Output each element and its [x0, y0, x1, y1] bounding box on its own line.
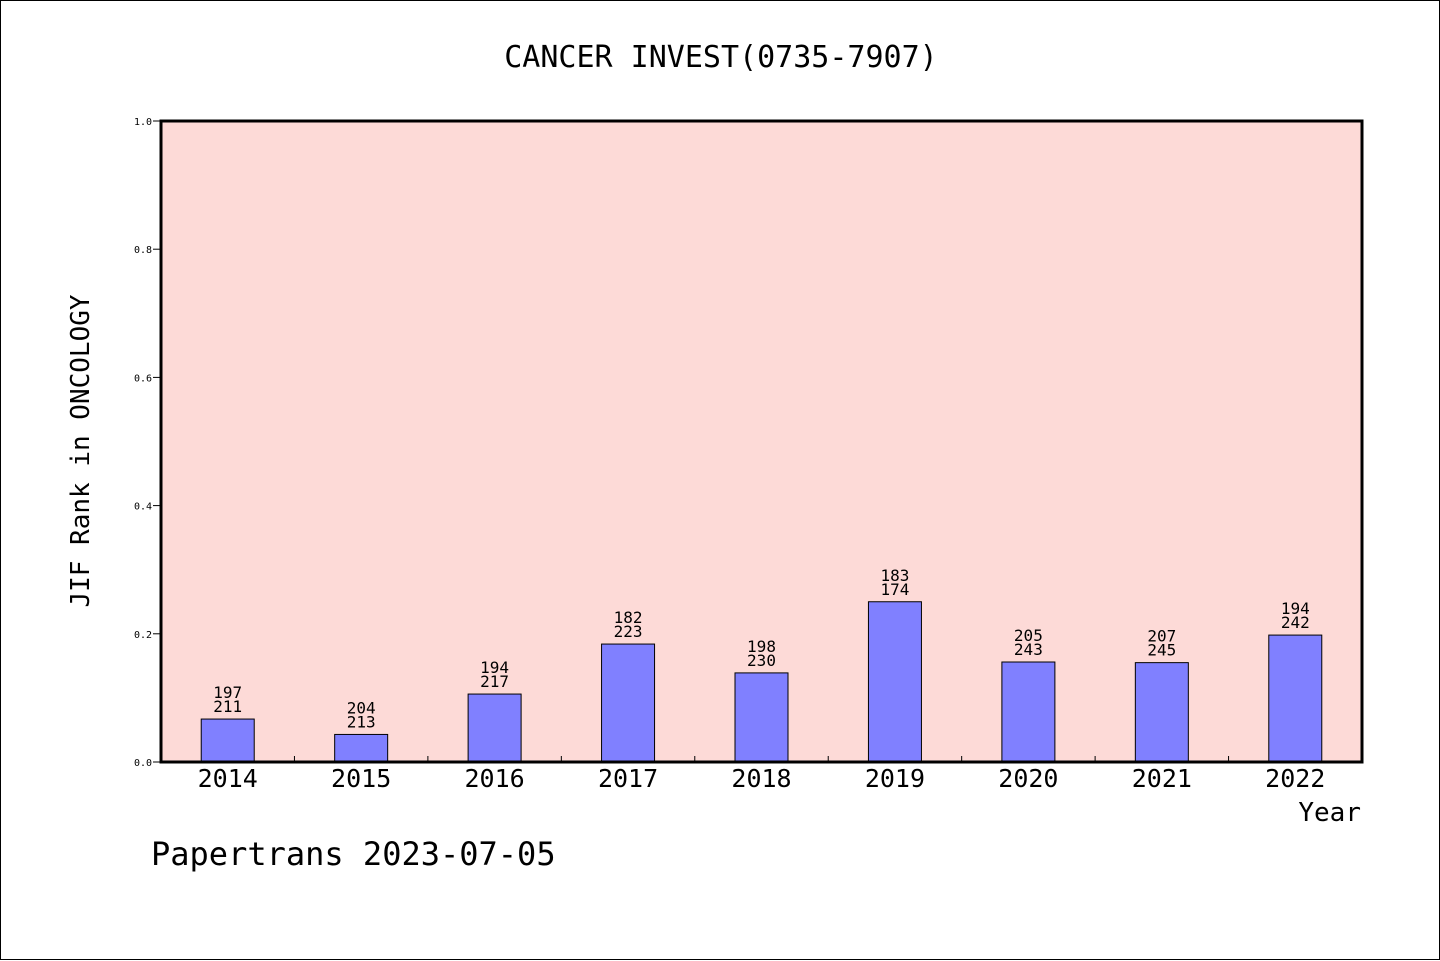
x-tick-label: 2020: [998, 764, 1058, 793]
bar-annotation-bottom: 174: [880, 580, 909, 599]
x-tick-label: 2014: [198, 764, 258, 793]
bar-2020: [1001, 661, 1056, 763]
bar-annotation-top: 182: [614, 608, 643, 627]
bar-2018: [734, 672, 789, 763]
bar-2015: [334, 733, 389, 763]
plot-border: [159, 119, 1364, 764]
x-tick-label: 2017: [598, 764, 658, 793]
x-tick-label: 2015: [331, 764, 391, 793]
bar-2022: [1268, 634, 1323, 763]
bar-annotation-top: 205: [1014, 626, 1043, 645]
bar-annotation-bottom: 217: [480, 672, 509, 691]
bar-annotation-bottom: 243: [1014, 640, 1043, 659]
credit-footer: Papertrans 2023-07-05: [151, 835, 556, 873]
bar-annotation-top: 204: [347, 698, 376, 717]
bar-annotation-top: 194: [480, 658, 509, 677]
bar-annotation-bottom: 242: [1281, 613, 1310, 632]
bar-2014: [200, 718, 255, 763]
bar-annotation-bottom: 230: [747, 651, 776, 670]
y-tick-label: 0.8: [134, 245, 152, 256]
bar-annotation-top: 198: [747, 637, 776, 656]
x-tick-label: 2021: [1132, 764, 1192, 793]
chart-title: CANCER INVEST(0735-7907): [504, 40, 937, 75]
bar-2016: [467, 693, 522, 763]
bar-annotation-top: 207: [1147, 627, 1176, 646]
y-axis-label: JIF Rank in ONCOLOGY: [66, 294, 96, 607]
x-tick-label: 2022: [1265, 764, 1325, 793]
y-tick-label: 1.0: [134, 117, 152, 128]
bar-annotation-top: 197: [213, 683, 242, 702]
bar-annotation-bottom: 223: [614, 622, 643, 641]
bar-2021: [1134, 662, 1189, 763]
bar-annotation-bottom: 245: [1147, 641, 1176, 660]
bar-annotation-bottom: 211: [213, 697, 242, 716]
x-tick-label: 2019: [865, 764, 925, 793]
x-tick-label: 2018: [731, 764, 791, 793]
bar-2019: [867, 601, 922, 763]
bar-annotation-top: 183: [880, 566, 909, 585]
x-axis-label: Year: [1298, 798, 1361, 828]
y-axis: 0.0 0.2 0.4 0.6 0.8 1.0: [134, 117, 161, 769]
x-axis: 2014 2015 2016 2017 2018 2019 2020 2021 2022: [198, 756, 1325, 793]
bar-2017: [601, 643, 656, 763]
y-tick-label: 0.6: [134, 373, 152, 384]
x-tick-label: 2016: [465, 764, 525, 793]
y-tick-label: 0.0: [134, 758, 152, 769]
y-tick-label: 0.2: [134, 630, 152, 641]
y-tick-label: 0.4: [134, 502, 152, 513]
bar-annotation-bottom: 213: [347, 712, 376, 731]
bar-annotation-top: 194: [1281, 599, 1310, 618]
plot-area: [161, 121, 1362, 762]
